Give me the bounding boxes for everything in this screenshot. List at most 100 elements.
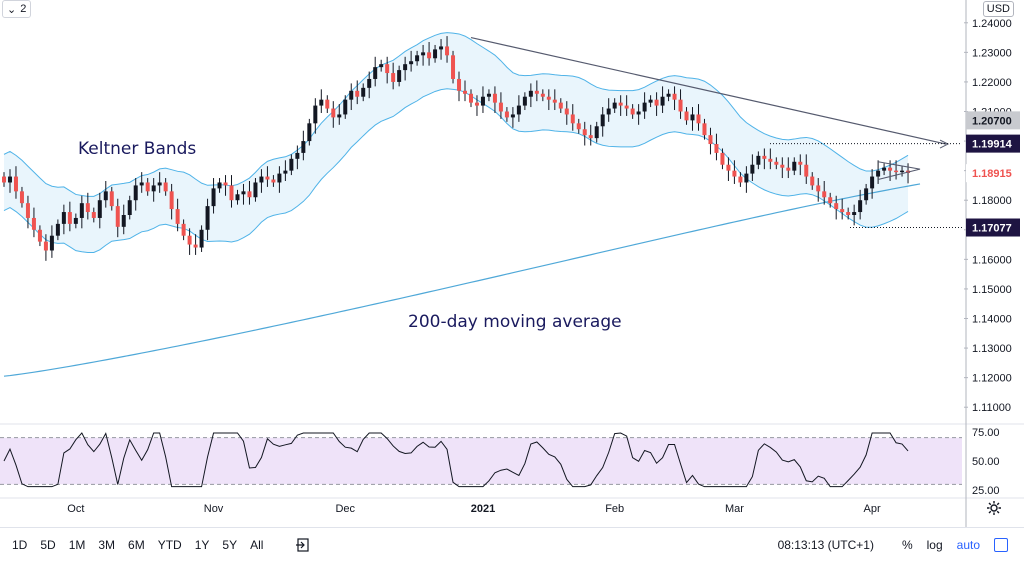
timeframe-1m[interactable]: 1M [68, 537, 86, 552]
price-tick-label: 1.18000 [972, 195, 1012, 207]
candle-body [355, 90, 360, 97]
timeframe-3m[interactable]: 3M [98, 537, 116, 552]
candle-body [259, 176, 264, 183]
currency-badge[interactable]: USD [982, 1, 1014, 17]
candle-body [13, 176, 18, 192]
candle-body [25, 203, 30, 218]
candle-body [714, 144, 719, 153]
candle-body [163, 182, 168, 192]
candle-body [289, 158, 294, 171]
candle-body [235, 194, 240, 201]
candle-body [756, 155, 761, 165]
rsi-tick-label: 25.00 [972, 485, 1000, 497]
candle-body [337, 114, 342, 118]
pennant [877, 161, 921, 180]
candle-body [361, 87, 366, 97]
candle-body [474, 102, 479, 106]
keltner-lower [3, 88, 909, 254]
candle-body [870, 176, 875, 189]
timeframe-6m[interactable]: 6M [128, 537, 145, 552]
date-range-icon[interactable] [295, 537, 311, 553]
timeframe-5d[interactable]: 5D [40, 537, 56, 552]
price-tick-label: 1.13000 [972, 343, 1012, 355]
pane-collapse-control[interactable]: ⌄ 2 [2, 0, 32, 18]
candle-body [301, 141, 306, 153]
rsi-tick-label: 75.00 [972, 427, 1000, 439]
candle-body [307, 123, 312, 142]
clock-readout[interactable]: 08:13:13 (UTC+1) [777, 537, 874, 552]
timeframe-ytd[interactable]: YTD [157, 537, 182, 552]
price-tick-label: 1.24000 [972, 18, 1012, 30]
time-tick-label: 2021 [471, 503, 495, 515]
candle-body [175, 209, 180, 224]
candle-body [133, 185, 138, 201]
candle-body [79, 203, 84, 218]
timeframe-1y[interactable]: 1Y [194, 537, 210, 552]
annotation-200-day-ma: 200-day moving average [408, 312, 622, 332]
candle-body [480, 96, 485, 106]
fullscreen-icon[interactable] [994, 537, 1008, 552]
pane-count: 2 [20, 3, 27, 15]
candle-body [822, 191, 827, 198]
price-label-bg [966, 111, 1020, 130]
candle-body [606, 108, 611, 115]
candle-body [672, 93, 677, 100]
timeframe-1d[interactable]: 1D [12, 537, 28, 552]
price-tick-label: 1.15000 [972, 284, 1012, 296]
candle-body [528, 90, 533, 97]
candle-body [828, 197, 833, 204]
candle-body [229, 185, 234, 201]
candle-body [726, 164, 731, 171]
auto-toggle[interactable]: auto [956, 537, 980, 552]
time-axis: Oct Nov Dec 2021 Feb Mar Apr [0, 497, 1024, 515]
candle-body [427, 52, 432, 59]
candle-body [97, 200, 102, 218]
candle-body [277, 173, 282, 183]
candle-body [397, 70, 402, 82]
candle-body [43, 241, 48, 251]
candle-body [510, 114, 515, 118]
candle-body [181, 223, 186, 236]
candle-body [666, 93, 671, 97]
candle-body [55, 223, 60, 236]
candle-body [439, 46, 444, 50]
candle-body [738, 176, 743, 183]
candle-body [576, 123, 581, 130]
candle-body [271, 179, 276, 183]
rsi-line [3, 432, 909, 488]
candle-body [61, 212, 66, 224]
percent-toggle[interactable]: % [901, 537, 913, 552]
candle-body [151, 185, 156, 192]
settings-gear-icon[interactable] [986, 500, 1002, 516]
timeframe-all[interactable]: All [250, 537, 264, 552]
timeframe-5y[interactable]: 5Y [222, 537, 238, 552]
price-tick-label: 1.14000 [972, 314, 1012, 326]
candle-body [283, 170, 288, 174]
candle-body [810, 176, 815, 186]
trendline [470, 36, 947, 145]
candle-body [451, 55, 456, 79]
candle-body [744, 173, 749, 183]
time-tick-label: Feb [605, 503, 624, 515]
candle-body [103, 191, 108, 201]
annotation-keltner-bands: Keltner Bands [78, 139, 196, 159]
candle-body [19, 191, 24, 204]
candle-body [433, 49, 438, 59]
candle-body [391, 73, 396, 82]
candle-body [702, 123, 707, 136]
candle-body [504, 111, 509, 118]
candle-body [169, 191, 174, 210]
candle-body [385, 64, 390, 74]
price-axis: 1.240001.230001.220001.210001.200001.190… [964, 0, 1020, 527]
candle-body [325, 99, 330, 109]
candle-body [121, 215, 126, 227]
rsi-pane: 75.00 50.00 25.00 [0, 423, 1024, 497]
candle-body [846, 212, 851, 215]
candle-body [564, 108, 569, 115]
candle-body [792, 161, 797, 171]
candle-body [67, 212, 72, 224]
candle-body [373, 67, 378, 79]
candle-body [612, 102, 617, 109]
candle-body [624, 105, 629, 109]
log-toggle[interactable]: log [926, 537, 943, 552]
